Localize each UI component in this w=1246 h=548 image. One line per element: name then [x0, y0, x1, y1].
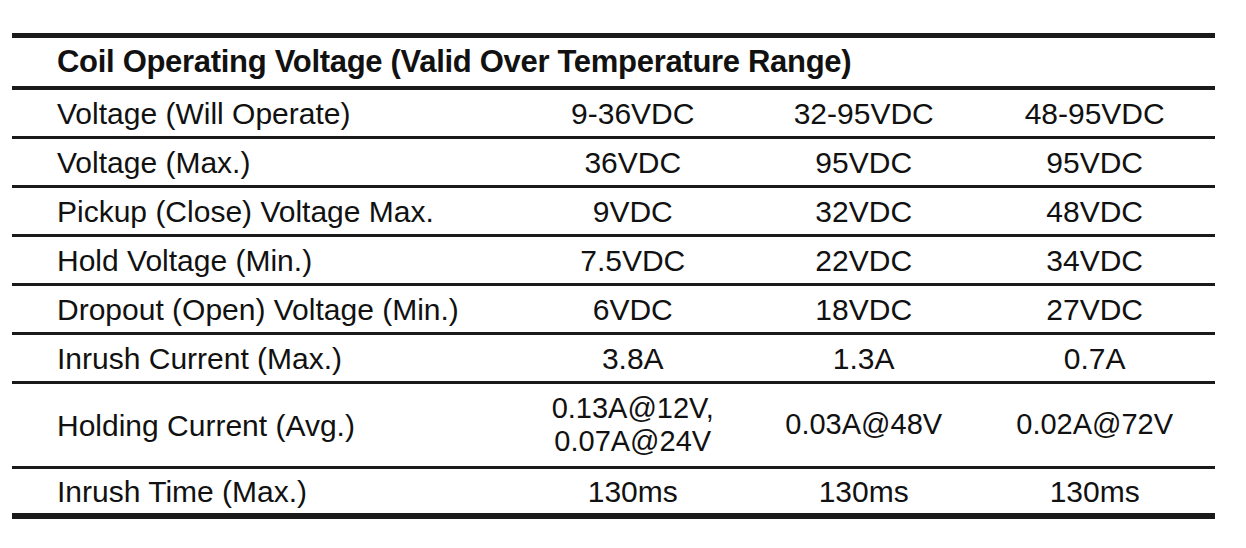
- row-value: 3.8A: [517, 342, 748, 375]
- row-value: 130ms: [517, 475, 748, 508]
- row-label: Voltage (Will Operate): [12, 97, 517, 130]
- table-title-row: Coil Operating Voltage (Valid Over Tempe…: [12, 38, 1215, 90]
- row-value: 0.02A@72V: [979, 408, 1210, 441]
- table-row: Inrush Time (Max.) 130ms 130ms 130ms: [12, 469, 1215, 513]
- row-value: 9VDC: [517, 195, 748, 228]
- row-label: Holding Current (Avg.): [12, 409, 517, 442]
- row-value: 27VDC: [979, 293, 1210, 326]
- row-label: Pickup (Close) Voltage Max.: [12, 195, 517, 228]
- row-value: 32VDC: [748, 195, 979, 228]
- row-value: 1.3A: [748, 342, 979, 375]
- row-value: 6VDC: [517, 293, 748, 326]
- row-value: 9-36VDC: [517, 97, 748, 130]
- table-row: Hold Voltage (Min.) 7.5VDC 22VDC 34VDC: [12, 237, 1215, 286]
- row-label: Inrush Time (Max.): [12, 475, 517, 508]
- row-value: 22VDC: [748, 244, 979, 277]
- table-row: Dropout (Open) Voltage (Min.) 6VDC 18VDC…: [12, 286, 1215, 335]
- row-label: Hold Voltage (Min.): [12, 244, 517, 277]
- row-label: Voltage (Max.): [12, 146, 517, 179]
- row-value: 0.7A: [979, 342, 1210, 375]
- row-label: Dropout (Open) Voltage (Min.): [12, 293, 517, 326]
- table-row: Inrush Current (Max.) 3.8A 1.3A 0.7A: [12, 335, 1215, 384]
- row-value: 130ms: [979, 475, 1210, 508]
- row-value: 48VDC: [979, 195, 1210, 228]
- table-row: Voltage (Max.) 36VDC 95VDC 95VDC: [12, 139, 1215, 188]
- table-row: Holding Current (Avg.) 0.13A@12V, 0.07A@…: [12, 384, 1215, 469]
- row-value: 130ms: [748, 475, 979, 508]
- row-value: 34VDC: [979, 244, 1210, 277]
- row-value: 0.03A@48V: [748, 408, 979, 441]
- row-value: 0.13A@12V, 0.07A@24V: [517, 392, 748, 459]
- coil-operating-voltage-table: Coil Operating Voltage (Valid Over Tempe…: [12, 33, 1215, 519]
- row-value: 32-95VDC: [748, 97, 979, 130]
- table-title: Coil Operating Voltage (Valid Over Tempe…: [12, 44, 851, 80]
- table-row: Voltage (Will Operate) 9-36VDC 32-95VDC …: [12, 90, 1215, 139]
- row-value: 18VDC: [748, 293, 979, 326]
- row-label: Inrush Current (Max.): [12, 342, 517, 375]
- row-value: 95VDC: [748, 146, 979, 179]
- datasheet-page: Coil Operating Voltage (Valid Over Tempe…: [0, 0, 1246, 548]
- row-value: 36VDC: [517, 146, 748, 179]
- table-row: Pickup (Close) Voltage Max. 9VDC 32VDC 4…: [12, 188, 1215, 237]
- row-value: 48-95VDC: [979, 97, 1210, 130]
- row-value: 95VDC: [979, 146, 1210, 179]
- row-value: 7.5VDC: [517, 244, 748, 277]
